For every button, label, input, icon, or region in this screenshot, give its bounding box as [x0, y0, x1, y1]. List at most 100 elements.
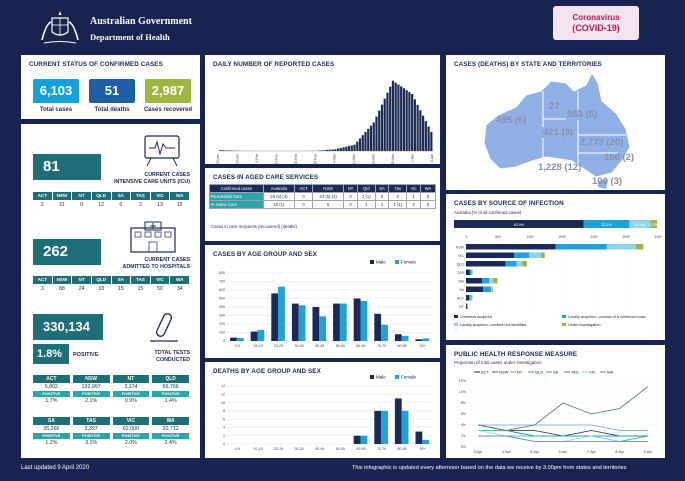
test-tube-icon [146, 309, 184, 350]
daily-bar [408, 92, 411, 151]
y-tick-label: 200 [219, 322, 225, 326]
public-x-label: 7-Apr [587, 450, 597, 454]
tests-positive-value: 2.0% [124, 440, 137, 446]
icu-label-2: INTENSIVE CARE UNITS (ICU) [114, 178, 190, 185]
deaths-title: DEATHS BY AGE GROUP AND SEX [213, 368, 321, 375]
daily-bar [347, 146, 351, 151]
covid-badge-bottom: (COVID-19) [572, 23, 620, 33]
daily-x-label: 25-Mar [391, 153, 395, 164]
male-bar [250, 331, 258, 341]
female-bar [298, 305, 306, 341]
source-panel: CASES BY SOURCE OF INFECTION Australia (… [446, 194, 665, 340]
daily-bar [416, 104, 419, 151]
aged-header-cell: NT [343, 184, 358, 193]
source-state-label: NSW [456, 246, 465, 250]
aged-header-cell: NSW [311, 184, 345, 193]
age-title: CASES BY AGE GROUP AND SEX [213, 251, 318, 258]
public-line-tas [477, 386, 649, 431]
public-legend-label: NSW [499, 369, 509, 374]
daily-bar [224, 150, 227, 151]
daily-bar [372, 122, 375, 151]
icu-label-1: CURRENT CASES [144, 172, 190, 178]
daily-bar [336, 148, 340, 151]
source-bar [555, 244, 607, 250]
daily-x-label: 11-Mar [352, 153, 356, 164]
source-legend-swatch [454, 323, 458, 326]
source-pct-label: 22.5% [601, 223, 612, 227]
daily-x-label: 26-Feb [313, 154, 317, 164]
male-bar [415, 339, 423, 341]
daily-bar [364, 132, 367, 151]
y-tick-label: 800 [219, 271, 225, 275]
tests-state-value: 132,997 [81, 384, 101, 390]
daily-bar [424, 121, 427, 151]
icu-state-header: VIC [150, 192, 170, 200]
source-legend-label: Locally acquired—contact of a confirmed … [568, 315, 646, 319]
source-state-label: ACT [457, 297, 465, 301]
aged-care-panel: CASES IN AGED CARE SERVICES Confirmed ca… [205, 168, 440, 241]
public-legend-label: VIC [589, 369, 596, 374]
aged-cell: 2 [406, 200, 421, 209]
x-tick-label: 80-89 [397, 344, 406, 348]
x-tick-label: 10-19 [253, 447, 262, 451]
x-tick-label: 70-79 [377, 447, 386, 451]
map-label-qld: 953 (5) [566, 109, 599, 120]
source-state-label: NT [459, 305, 465, 309]
aged-cell: 0 [388, 192, 408, 201]
x-tick-label: 30-39 [294, 344, 303, 348]
source-tick-label: 500 [495, 235, 501, 239]
hosp-state-value: 88 [58, 286, 65, 292]
daily-x-label: 5-Feb [255, 154, 259, 163]
daily-bar [350, 145, 353, 151]
source-bar [466, 252, 514, 258]
map-label-wa: 495 (6) [496, 115, 527, 126]
dept-title: Department of Health [90, 32, 170, 42]
total-cases-value: 6,103 [33, 79, 79, 103]
female-legend-swatch [395, 375, 399, 379]
source-state-label: WA [458, 280, 464, 284]
aged-cell: 1 (1) [356, 192, 376, 201]
source-title: CASES BY SOURCE OF INFECTION [454, 200, 564, 207]
male-bar [291, 303, 299, 341]
daily-chart: 22-Jan 29-Jan 5-Feb 12-Feb 19-Feb 26-Feb 4-Mar… [216, 80, 434, 164]
aged-cell: 0 [343, 192, 358, 201]
daily-bar [430, 132, 433, 151]
icu-state-header: NT [72, 192, 91, 200]
daily-bar [367, 128, 370, 151]
aged-header-cell: SA [374, 184, 390, 193]
tests-positive-value: 0.9% [124, 398, 137, 404]
x-tick-label: 10-19 [253, 344, 262, 348]
aged-row: Residential Care 26 (5) (4) 0 24 (5) (4) 0 1 … [209, 192, 437, 201]
source-legend-label: Locally acquired—contact not identified [460, 323, 526, 327]
female-bar [381, 324, 388, 341]
source-bar [482, 278, 490, 284]
y-tick-label: 14 [221, 384, 225, 388]
source-state-label: VIC [458, 254, 464, 258]
daily-bar [331, 149, 334, 151]
female-legend-label: Female [401, 375, 417, 380]
public-x-label: 4-Apr [502, 450, 512, 454]
female-legend-label: Female [401, 260, 417, 265]
hosp-state-value: 15 [117, 286, 124, 292]
covid-badge-top: Coronavirus [572, 13, 620, 22]
tests-state-header: TAS [72, 417, 110, 425]
male-bar [374, 410, 382, 444]
aged-cell: 10 (1) [262, 200, 296, 209]
tests-label-2: CONDUCTED [156, 356, 190, 363]
x-tick-label: 0-9 [235, 447, 240, 451]
daily-bar [411, 94, 414, 151]
public-legend-label: SA [553, 369, 559, 374]
male-bar [353, 298, 361, 341]
icu-state-header: TAS [131, 192, 150, 200]
aged-header-cell: WA [419, 184, 437, 193]
tests-positive-value: 3.1% [85, 440, 98, 446]
left-stats-panel: 81 CURRENT CASES INTENSIVE CARE UNITS (I… [21, 124, 200, 458]
source-bar [522, 261, 527, 267]
daily-bar [358, 138, 362, 151]
aged-cell: 1 [374, 200, 390, 209]
source-legend-swatch [562, 323, 566, 326]
tests-value: 330,134 [33, 314, 103, 340]
daily-bar [405, 90, 408, 151]
public-chart: ACT NSW NT QLD SA TAS VIC WA 0% 2% 4% 6% 8% 10% 12% 3-A… [459, 369, 658, 454]
source-tick-label: 1000 [526, 235, 534, 239]
